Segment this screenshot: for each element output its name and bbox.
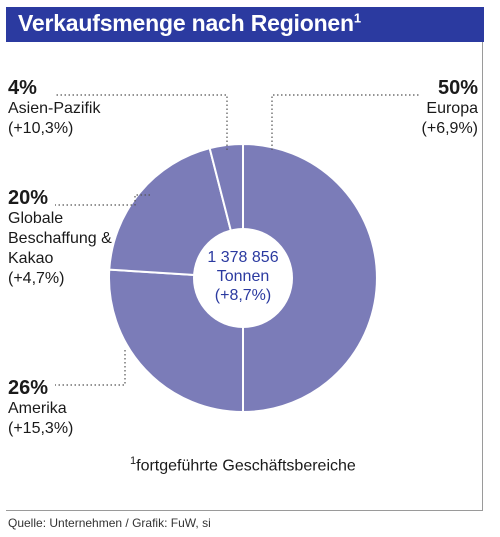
label-europa-pct: 50% xyxy=(437,77,478,99)
label-amerika-name: Amerika xyxy=(8,400,67,417)
label-asien: 4% Asien-Pazifik (+10,3%) xyxy=(8,77,100,139)
label-globale: 20% Globale Beschaffung & Kakao (+4,7%) xyxy=(8,187,112,289)
center-total-value: 1 378 856 xyxy=(207,249,279,266)
center-total-unit: Tonnen xyxy=(216,268,270,285)
label-globale-change: (+4,7%) xyxy=(8,270,65,287)
donut-hole xyxy=(193,228,293,328)
label-asien-name: Asien-Pazifik xyxy=(8,100,101,117)
label-amerika-change: (+15,3%) xyxy=(8,420,74,437)
label-asien-change: (+10,3%) xyxy=(8,120,74,137)
label-globale-pct: 20% xyxy=(8,187,49,209)
title-bar: Verkaufsmenge nach Regionen1 xyxy=(6,7,484,42)
leader-line-europa xyxy=(271,94,420,150)
label-amerika-pct: 26% xyxy=(8,377,49,399)
label-amerika: 26% Amerika (+15,3%) xyxy=(8,377,73,439)
label-globale-name-3: Kakao xyxy=(8,250,54,267)
label-europa: 50% Europa (+6,9%) xyxy=(422,77,478,139)
chart-frame xyxy=(6,42,483,511)
leader-line-globale xyxy=(55,194,150,206)
slice-europa xyxy=(242,142,378,414)
footnote: 1fortgeführte Geschäftsbereiche xyxy=(130,455,356,475)
label-europa-change: (+6,9%) xyxy=(421,120,478,137)
source-credit: Quelle: Unternehmen / Grafik: FuW, si xyxy=(8,516,211,530)
label-europa-name: Europa xyxy=(426,100,478,117)
label-asien-pct: 4% xyxy=(8,77,37,99)
label-globale-name-1: Globale xyxy=(8,210,64,227)
chart-title: Verkaufsmenge nach Regionen1 xyxy=(18,10,361,36)
donut-center-total: 1 378 856 Tonnen (+8,7%) xyxy=(193,248,293,305)
label-globale-name-2: Beschaffung & xyxy=(8,230,112,247)
center-total-change: (+8,7%) xyxy=(214,287,272,304)
